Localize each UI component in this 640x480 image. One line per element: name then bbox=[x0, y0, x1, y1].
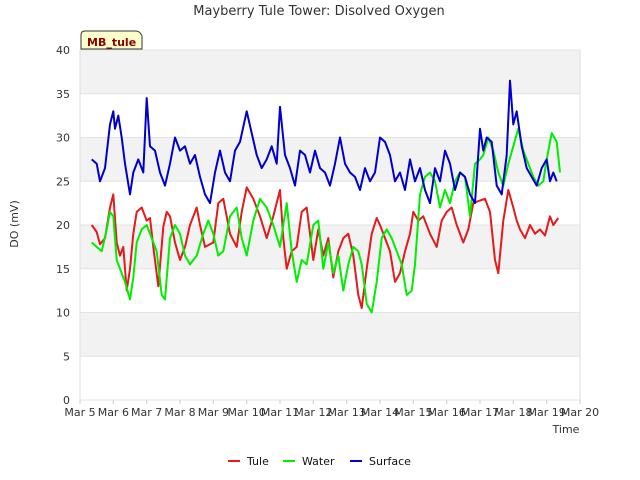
plot-band bbox=[80, 312, 580, 357]
plot-band bbox=[80, 356, 580, 400]
plot-band bbox=[80, 137, 580, 182]
series-line-water bbox=[91, 127, 561, 314]
x-tick-label: Mar 13 bbox=[328, 406, 366, 419]
y-tick-label: 25 bbox=[56, 175, 70, 188]
badge-shape bbox=[80, 30, 143, 50]
y-axis-ticks: 0 5 10 15 20 25 30 35 40 bbox=[56, 44, 70, 407]
y-tick-label: 40 bbox=[56, 44, 70, 57]
legend: Tule Water Surface bbox=[228, 455, 411, 468]
x-tick-label: Mar 17 bbox=[461, 406, 499, 419]
series-layer bbox=[90, 79, 561, 314]
chart-title: Mayberry Tule Tower: Disolved Oxygen bbox=[193, 4, 444, 19]
x-tick-label: Mar 15 bbox=[394, 406, 432, 419]
y-tick-label: 30 bbox=[56, 132, 70, 145]
x-tick-label: Mar 20 bbox=[561, 406, 599, 419]
y-axis-label: DO (mV) bbox=[8, 200, 21, 247]
x-tick-label: Mar 7 bbox=[131, 406, 162, 419]
y-tick-label: 0 bbox=[63, 394, 70, 407]
plot-band bbox=[80, 268, 580, 313]
x-tick-label: Mar 5 bbox=[64, 406, 95, 419]
x-tick-label: Mar 10 bbox=[228, 406, 266, 419]
plot-band bbox=[80, 50, 580, 94]
legend-item-water: Water bbox=[283, 455, 335, 468]
plot-background bbox=[79, 49, 581, 401]
x-tick-label: Mar 6 bbox=[98, 406, 129, 419]
plot-band bbox=[80, 181, 580, 225]
plot-band bbox=[80, 93, 580, 138]
legend-label: Water bbox=[302, 455, 335, 468]
x-tick-label: Mar 18 bbox=[494, 406, 532, 419]
legend-label: Tule bbox=[246, 455, 269, 468]
series-line-tule bbox=[90, 186, 560, 310]
x-tick-label: Mar 11 bbox=[261, 406, 299, 419]
y-tick-label: 35 bbox=[56, 88, 70, 101]
y-tick-label: 20 bbox=[56, 219, 70, 232]
x-axis-label: Time bbox=[552, 423, 580, 436]
badge-label: MB_tule bbox=[87, 36, 136, 49]
x-tick-label: Mar 12 bbox=[294, 406, 332, 419]
series-line-surface bbox=[91, 79, 558, 205]
legend-label: Surface bbox=[369, 455, 411, 468]
y-tick-label: 15 bbox=[56, 263, 70, 276]
x-tick-label: Mar 19 bbox=[528, 406, 566, 419]
x-tick-label: Mar 14 bbox=[361, 406, 399, 419]
legend-item-surface: Surface bbox=[350, 455, 411, 468]
y-tick-label: 5 bbox=[63, 350, 70, 363]
legend-item-tule: Tule bbox=[228, 455, 269, 468]
x-tick-label: Mar 8 bbox=[164, 406, 195, 419]
x-tick-label: Mar 9 bbox=[198, 406, 229, 419]
y-tick-label: 10 bbox=[56, 307, 70, 320]
site-badge: MB_tule bbox=[80, 30, 143, 50]
x-tick-label: Mar 16 bbox=[428, 406, 466, 419]
